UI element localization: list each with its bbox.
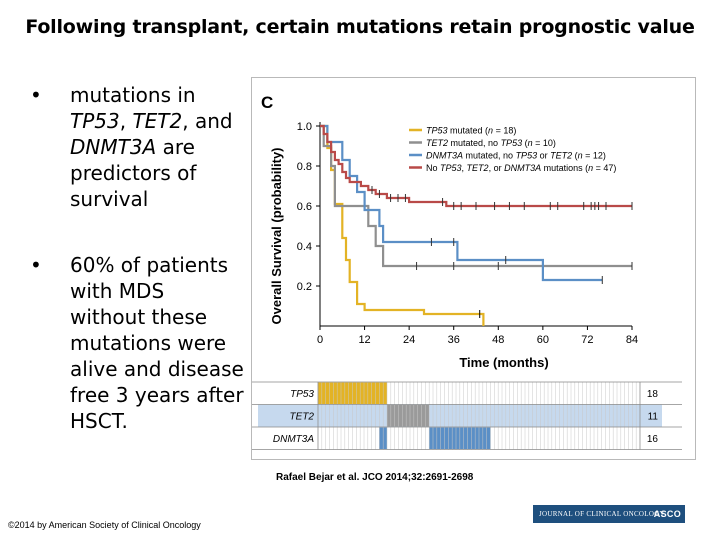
slide-title: Following transplant, certain mutations … (25, 16, 695, 38)
y-tick-label: 0.8 (297, 161, 312, 173)
legend-entry: No TP53, TET2, or DNMT3A mutations (n = … (426, 163, 616, 173)
bullet-glyph: • (30, 253, 42, 277)
table-row-count: 11 (648, 412, 659, 423)
x-tick-label: 60 (537, 334, 549, 346)
bullet-text: 60% of patients with MDS without these m… (70, 253, 244, 433)
table-row-count: 18 (647, 389, 659, 400)
citation: Rafael Bejar et al. JCO 2014;32:2691-269… (276, 472, 474, 483)
table-row-count: 16 (647, 434, 659, 445)
bullet-list: • mutations in TP53, TET2, and DNMT3A ar… (30, 82, 245, 434)
survival-curve-2 (320, 124, 603, 282)
bullet-item-survival-rate: • 60% of patients with MDS without these… (30, 252, 245, 434)
copyright-notice: ©2014 by American Society of Clinical On… (8, 520, 201, 530)
x-tick-label: 84 (626, 334, 638, 346)
kaplan-meier-chart: C 0.2 0.4 0.6 0.8 1.0 0 12 24 36 48 60 72 84 Time (mon… (252, 93, 682, 450)
legend-entry: TP53 mutated (n = 18) (426, 126, 516, 136)
bullet-glyph: • (30, 83, 42, 107)
journal-name: JOURNAL OF CLINICAL ONCOLOGY (539, 510, 665, 518)
bullet-text: mutations in TP53, TET2, and DNMT3A are … (70, 83, 233, 211)
table-row-label: TET2 (290, 412, 315, 423)
journal-logo: JOURNAL OF CLINICAL ONCOLOGY ASCO (533, 505, 685, 523)
y-tick-label: 0.2 (297, 281, 312, 293)
table-row-label: TP53 (290, 389, 314, 400)
panel-label: C (261, 93, 273, 112)
y-tick-label: 0.6 (297, 201, 312, 213)
x-axis-label: Time (months) (459, 355, 548, 370)
x-tick-label: 36 (448, 334, 460, 346)
x-tick-label: 48 (492, 334, 504, 346)
legend-entry: DNMT3A mutated, no TP53 or TET2 (n = 12) (426, 151, 606, 161)
mutation-cell-block (387, 405, 430, 427)
figure-panel: C 0.2 0.4 0.6 0.8 1.0 0 12 24 36 48 60 72 84 Time (mon… (251, 77, 696, 460)
y-axis-label: Overall Survival (probability) (269, 148, 284, 325)
y-tick-label: 0.4 (297, 241, 312, 253)
legend-entry: TET2 mutated, no TP53 (n = 10) (426, 138, 556, 148)
x-tick-label: 12 (358, 334, 370, 346)
y-tick-label: 1.0 (297, 121, 312, 133)
survival-curve-1 (320, 124, 632, 268)
x-tick-label: 0 (317, 334, 323, 346)
asco-logo: ASCO (653, 509, 681, 519)
x-tick-label: 72 (581, 334, 593, 346)
table-row-label: DNMT3A (273, 434, 314, 445)
x-tick-label: 24 (403, 334, 415, 346)
bullet-item-predictors: • mutations in TP53, TET2, and DNMT3A ar… (30, 82, 245, 212)
